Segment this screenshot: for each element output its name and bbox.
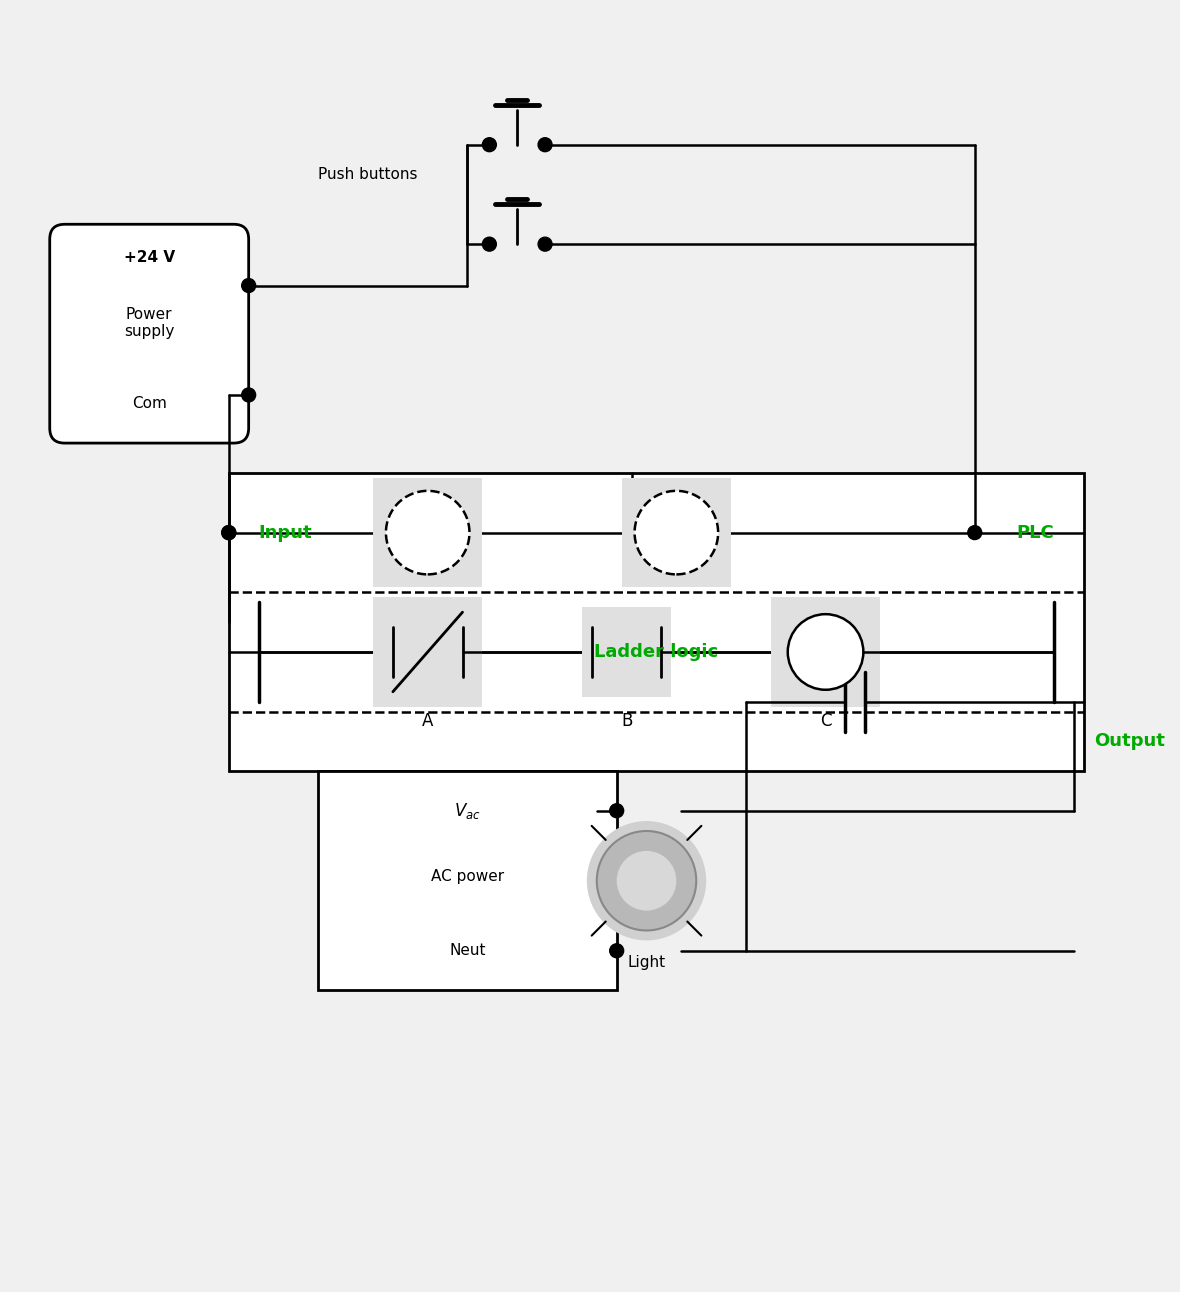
Bar (771, 597, 880, 707)
Text: Neut: Neut (450, 943, 486, 959)
Text: AC power: AC power (431, 868, 504, 884)
Circle shape (635, 491, 719, 575)
Circle shape (483, 238, 497, 251)
Text: $V_{ac}$: $V_{ac}$ (454, 801, 481, 820)
Text: PLC: PLC (1016, 523, 1054, 541)
Text: Light: Light (628, 955, 666, 970)
Circle shape (610, 804, 624, 818)
Circle shape (610, 943, 624, 957)
Text: Output: Output (1094, 733, 1165, 751)
Text: C: C (820, 712, 831, 730)
Circle shape (597, 831, 696, 930)
Circle shape (968, 526, 982, 540)
Circle shape (538, 138, 552, 151)
Circle shape (242, 388, 256, 402)
Bar (319, 771, 617, 990)
Bar (622, 478, 732, 588)
Text: B: B (621, 712, 632, 730)
Text: +24 V: +24 V (124, 249, 175, 265)
Text: Com: Com (132, 397, 166, 411)
Text: Ladder logic: Ladder logic (595, 643, 719, 662)
Circle shape (242, 279, 256, 292)
Bar (229, 473, 1084, 771)
Bar (373, 597, 483, 707)
Circle shape (538, 238, 552, 251)
FancyBboxPatch shape (50, 225, 249, 443)
Circle shape (788, 614, 864, 690)
Circle shape (386, 491, 470, 575)
Text: Input: Input (258, 523, 313, 541)
Circle shape (586, 820, 706, 941)
Circle shape (222, 526, 236, 540)
Text: Push buttons: Push buttons (319, 167, 418, 182)
Circle shape (222, 526, 236, 540)
Text: Power
supply: Power supply (124, 306, 175, 339)
Bar (582, 607, 671, 696)
Circle shape (617, 851, 676, 911)
Bar (373, 478, 483, 588)
Circle shape (483, 138, 497, 151)
Text: A: A (422, 712, 433, 730)
